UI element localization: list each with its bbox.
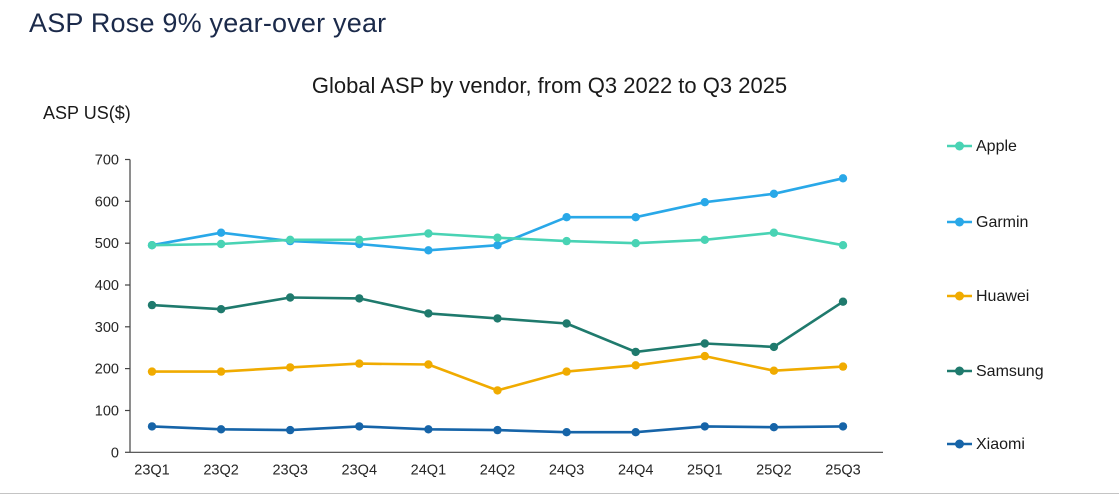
svg-text:25Q1: 25Q1 <box>687 462 722 478</box>
svg-text:25Q3: 25Q3 <box>825 462 860 478</box>
svg-text:24Q1: 24Q1 <box>411 462 446 478</box>
svg-text:600: 600 <box>95 194 119 210</box>
svg-text:Apple: Apple <box>976 138 1017 155</box>
svg-text:24Q2: 24Q2 <box>480 462 515 478</box>
svg-text:23Q2: 23Q2 <box>203 462 238 478</box>
svg-text:24Q3: 24Q3 <box>549 462 584 478</box>
svg-text:100: 100 <box>95 404 119 420</box>
svg-text:Xiaomi: Xiaomi <box>976 436 1025 453</box>
svg-text:500: 500 <box>95 236 119 252</box>
svg-text:Samsung: Samsung <box>976 363 1044 380</box>
svg-text:23Q1: 23Q1 <box>134 462 169 478</box>
svg-text:Huawei: Huawei <box>976 288 1029 305</box>
svg-text:200: 200 <box>95 362 119 378</box>
svg-text:24Q4: 24Q4 <box>618 462 653 478</box>
svg-text:700: 700 <box>95 153 119 169</box>
svg-text:Garmin: Garmin <box>976 214 1028 231</box>
svg-text:23Q4: 23Q4 <box>342 462 377 478</box>
svg-text:23Q3: 23Q3 <box>272 462 307 478</box>
svg-text:300: 300 <box>95 320 119 336</box>
svg-text:25Q2: 25Q2 <box>756 462 791 478</box>
svg-text:0: 0 <box>111 445 119 461</box>
svg-text:400: 400 <box>95 278 119 294</box>
